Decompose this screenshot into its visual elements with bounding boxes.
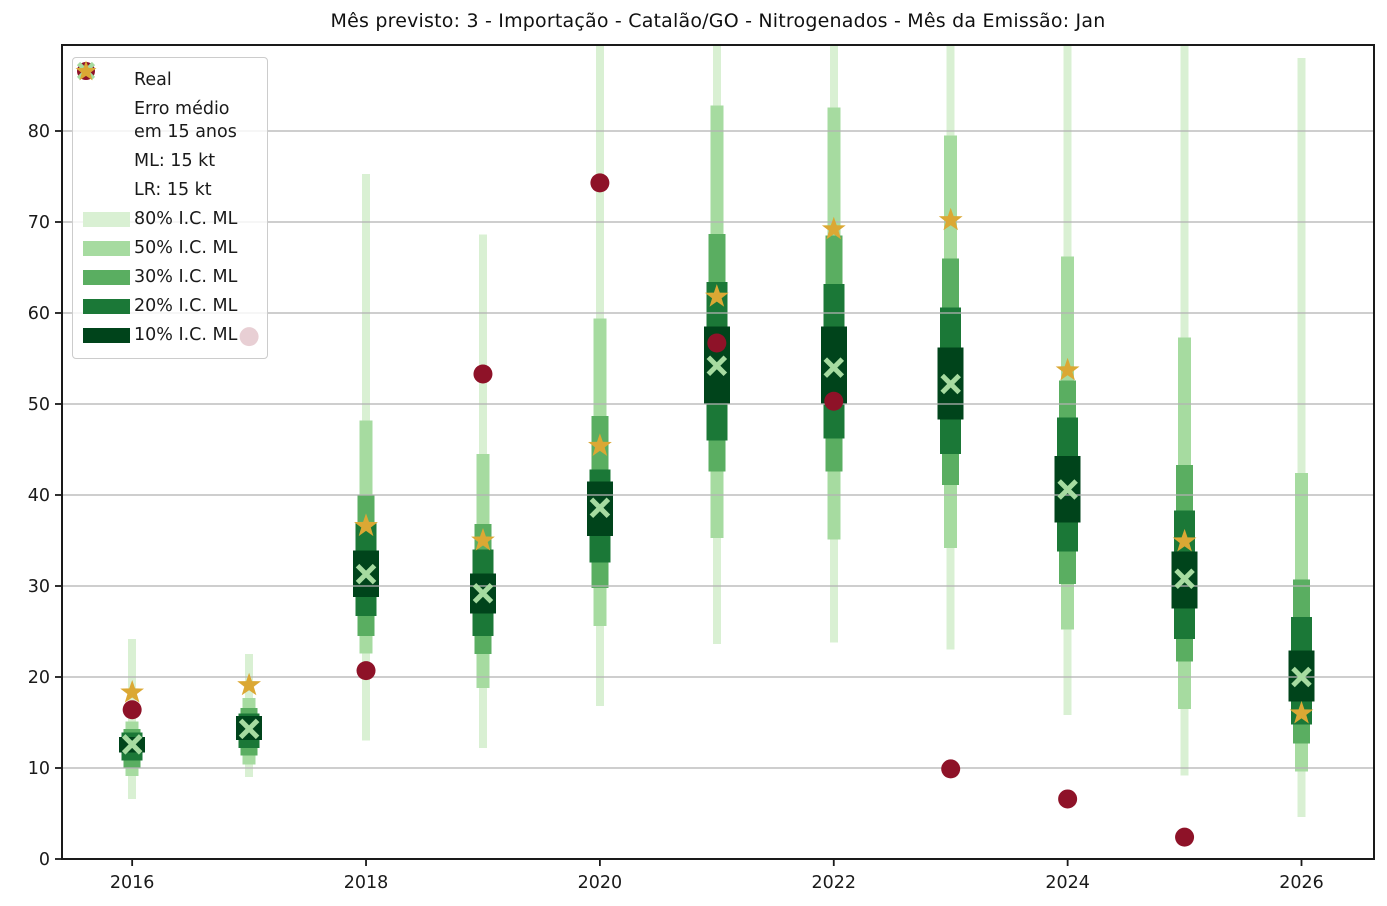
ml-x-2026: [1291, 666, 1312, 688]
plot-border: [61, 44, 1375, 860]
ml-x-2018: [355, 563, 377, 585]
ytick-label-20: 20: [28, 668, 50, 688]
ytick-label-70: 70: [28, 213, 50, 233]
ml-x-2019: [472, 583, 494, 604]
lr-star-2018: [354, 513, 378, 537]
real-dot-2018: [356, 661, 376, 681]
real-dot-2019: [473, 364, 493, 384]
xtick-label-2022: 2022: [811, 873, 856, 893]
legend-row-5: 50% I.C. ML: [79, 234, 261, 263]
legend-swatch-icon: [79, 241, 134, 256]
star-marker-icon: [75, 60, 97, 81]
real-dot-2023: [941, 759, 961, 779]
real-dot-2024: [1058, 789, 1078, 809]
ml-x-2020: [589, 497, 611, 519]
xtick-label-2020: 2020: [578, 873, 623, 893]
ytick-label-30: 30: [28, 577, 50, 597]
ml-x-2024: [1057, 479, 1078, 500]
ytick-label-80: 80: [28, 122, 50, 142]
legend-label: LR: 15 kt: [134, 180, 212, 201]
lr-star-2016: [120, 680, 144, 703]
chart-title: Mês previsto: 3 - Importação - Catalão/G…: [330, 10, 1106, 32]
legend-swatch-icon: [79, 299, 134, 314]
ci-color-patch: [83, 299, 130, 314]
xtick-label-2018: 2018: [344, 873, 389, 893]
ytick-label-40: 40: [28, 486, 50, 506]
ytick-label-50: 50: [28, 395, 50, 415]
real-dot-2025: [1175, 827, 1195, 847]
xtick-label-2016: 2016: [110, 873, 155, 893]
lr-star-2023: [938, 207, 963, 231]
legend-row-8: 10% I.C. ML: [79, 321, 261, 350]
ci-color-patch: [83, 270, 130, 285]
ci-color-patch: [83, 241, 130, 256]
ml-x-2023: [940, 373, 961, 395]
lr-star-2020: [588, 433, 612, 456]
legend-label: 30% I.C. ML: [134, 267, 238, 288]
legend-swatch-icon: [79, 212, 134, 227]
lr-star-2025: [1172, 528, 1197, 552]
xtick-label-2026: 2026: [1279, 873, 1324, 893]
lr-star-2024: [1055, 357, 1080, 381]
legend-row-7: 20% I.C. ML: [79, 292, 261, 321]
legend-swatch-icon: [79, 270, 134, 285]
legend-label: 80% I.C. ML: [134, 209, 238, 230]
lr-star-2022: [821, 216, 846, 240]
real-dot-2021: [707, 333, 727, 353]
ml-x-2025: [1174, 568, 1195, 589]
ytick-label-60: 60: [28, 304, 50, 324]
ml-x-2022: [823, 357, 845, 378]
legend-row-3: LR: 15 kt: [75, 60, 261, 205]
legend-swatch-icon: [79, 328, 134, 343]
legend-row-1: Erro médio em 15 anos: [79, 95, 261, 147]
lr-star-2019: [471, 528, 495, 551]
ci-bar-80-2026: [1297, 58, 1306, 818]
ci-color-patch: [83, 328, 130, 343]
legend-row-2: ML: 15 kt: [76, 61, 261, 176]
legend-label: 20% I.C. ML: [134, 296, 238, 317]
lr-star-2021: [704, 284, 729, 307]
real-dot-2020: [590, 173, 610, 193]
ytick-label-10: 10: [28, 759, 50, 779]
legend: Real Erro médio em 15 anos ML: 15 kt LR: 15…: [72, 57, 268, 359]
legend-row-0: Real: [77, 62, 261, 95]
real-dot-2016: [122, 700, 142, 720]
ml-x-2021: [706, 355, 728, 377]
legend-row-4: 80% I.C. ML: [79, 205, 261, 234]
ml-x-2017: [238, 718, 260, 740]
lr-star-2026: [1289, 700, 1314, 724]
real-dot-2022: [824, 391, 844, 411]
xtick-label-2024: 2024: [1045, 873, 1090, 893]
ci-color-patch: [83, 212, 130, 227]
legend-label: Erro médio em 15 anos: [134, 99, 237, 142]
legend-label: Real: [134, 70, 172, 91]
legend-label: 10% I.C. ML: [134, 325, 238, 346]
legend-row-6: 30% I.C. ML: [79, 263, 261, 292]
ytick-label-0: 0: [39, 850, 50, 870]
legend-label: ML: 15 kt: [134, 151, 216, 172]
ml-x-2016: [121, 734, 143, 755]
lr-star-2017: [237, 672, 261, 696]
legend-label: 50% I.C. ML: [134, 238, 238, 259]
